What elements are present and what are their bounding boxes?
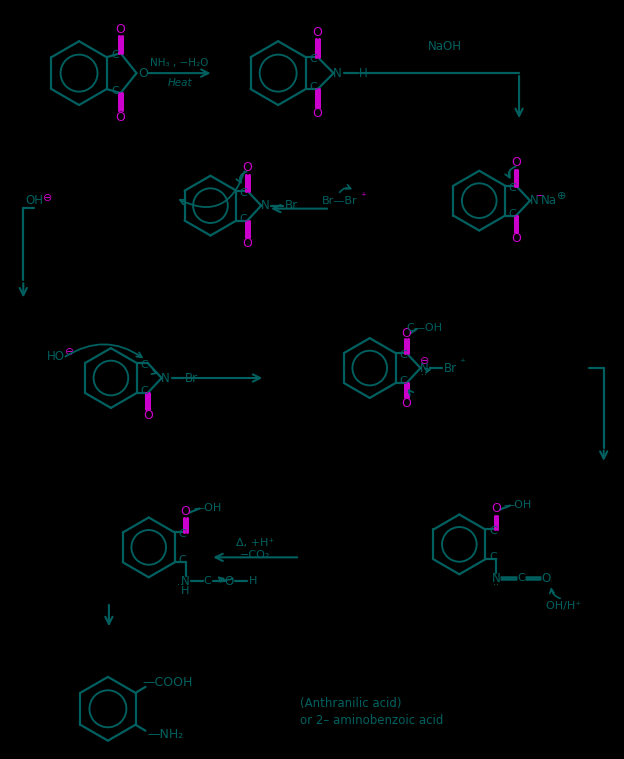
Text: O: O <box>180 505 190 518</box>
Text: ⊖: ⊖ <box>420 356 429 366</box>
Text: Br: Br <box>285 199 298 212</box>
Text: O: O <box>225 575 234 587</box>
Text: Br: Br <box>185 371 198 385</box>
Text: C: C <box>400 350 407 360</box>
Text: N: N <box>492 572 500 584</box>
Text: O: O <box>143 409 153 422</box>
Text: C: C <box>310 54 318 65</box>
Text: —COOH: —COOH <box>142 676 193 689</box>
Text: O: O <box>511 156 521 169</box>
Text: HO: HO <box>47 350 65 363</box>
Text: O: O <box>139 67 149 80</box>
Text: C: C <box>310 82 318 92</box>
Text: OH: OH <box>25 194 43 207</box>
Text: N: N <box>261 199 270 212</box>
Text: ⊕: ⊕ <box>557 191 567 200</box>
Text: ⊖: ⊖ <box>66 347 75 357</box>
Text: C: C <box>141 386 149 396</box>
Text: Δ, +H⁺: Δ, +H⁺ <box>236 538 275 549</box>
Text: C: C <box>112 50 119 60</box>
Text: (Anthranilic acid): (Anthranilic acid) <box>300 698 402 710</box>
Text: NH₃ , −H₂O: NH₃ , −H₂O <box>150 58 209 68</box>
Text: O: O <box>491 502 501 515</box>
Text: Br—Br: Br—Br <box>322 196 358 206</box>
Text: Heat: Heat <box>167 78 192 88</box>
Text: N: N <box>181 575 190 587</box>
Text: or 2– aminobenzoic acid: or 2– aminobenzoic acid <box>300 714 444 727</box>
Text: O: O <box>511 232 521 245</box>
Text: C: C <box>508 183 516 193</box>
Text: −: − <box>536 191 545 200</box>
Text: N: N <box>333 67 342 80</box>
Text: O: O <box>115 23 125 36</box>
Text: O: O <box>115 112 125 124</box>
Text: N: N <box>530 194 539 207</box>
Text: C: C <box>489 553 497 562</box>
Text: N: N <box>161 371 170 385</box>
Text: Br: Br <box>444 361 457 374</box>
Text: C: C <box>489 527 497 537</box>
Text: ⁺: ⁺ <box>459 358 466 368</box>
Text: C: C <box>240 187 247 197</box>
Text: C: C <box>517 573 525 583</box>
Text: O: O <box>313 26 323 39</box>
Text: ⊖: ⊖ <box>44 193 53 203</box>
Text: ⁺: ⁺ <box>360 192 366 202</box>
Text: —NH₂: —NH₂ <box>147 728 183 742</box>
Text: C: C <box>203 576 212 586</box>
Text: ··: ·· <box>493 580 499 591</box>
Text: C: C <box>508 209 516 219</box>
Text: —OH: —OH <box>504 499 532 509</box>
Text: Na: Na <box>541 194 557 207</box>
Text: O: O <box>541 572 550 584</box>
Text: H: H <box>249 576 258 586</box>
Text: C: C <box>240 213 247 224</box>
Text: C: C <box>141 360 149 370</box>
Text: H: H <box>359 67 368 80</box>
Text: O: O <box>313 108 323 121</box>
Text: O: O <box>242 237 252 250</box>
Text: C: C <box>112 86 119 96</box>
Text: N: N <box>420 361 429 374</box>
Text: O: O <box>402 398 411 411</box>
Text: ··: ·· <box>421 370 427 380</box>
Text: —OH: —OH <box>193 502 222 512</box>
Text: H: H <box>182 586 190 597</box>
Text: NaOH: NaOH <box>427 39 461 52</box>
Text: C: C <box>178 556 187 565</box>
Text: O: O <box>402 326 411 340</box>
Text: O: O <box>242 161 252 175</box>
Text: ··: ·· <box>177 580 183 591</box>
Text: C: C <box>178 530 187 540</box>
Text: ⁠OH/H⁺: ⁠OH/H⁺ <box>546 601 582 611</box>
Text: −CO₂: −CO₂ <box>240 550 270 560</box>
Text: C—OH: C—OH <box>406 323 442 333</box>
Text: C: C <box>400 376 407 386</box>
